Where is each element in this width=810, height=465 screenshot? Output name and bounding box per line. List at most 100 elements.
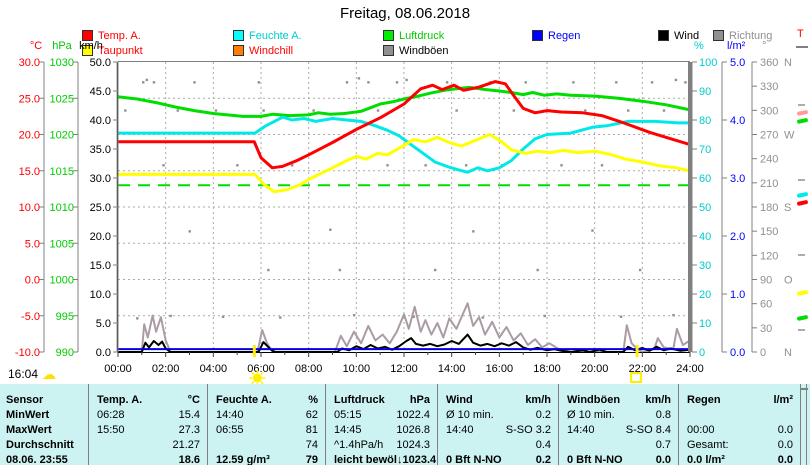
table-column-separator: [558, 384, 559, 465]
table-cell-temp-a--avg: 21.27: [88, 438, 207, 453]
page-title: Freitag, 08.06.2018: [339, 5, 471, 22]
cell-text: 00:00: [687, 424, 715, 436]
legend-swatch: [383, 30, 394, 41]
legend-swatch: [713, 30, 724, 41]
table-row-label: MinWert: [6, 409, 50, 421]
table-column-separator: [88, 384, 89, 465]
direction-dot: [145, 78, 148, 82]
direction-dot: [600, 164, 604, 167]
cell-value: 0.0: [655, 454, 671, 465]
direction-dot: [279, 316, 282, 319]
table-cell-feuchte-a--max: 06:55 81: [207, 423, 325, 438]
trend-marker: [797, 192, 808, 198]
table-column-separator: [806, 384, 807, 465]
table-cell-luftdruck-min: 05:15 1022.4: [325, 408, 437, 423]
cell-value: km/h: [525, 394, 551, 406]
table-cell-wind-last: 0 Bft N-NO 0.2: [437, 453, 558, 465]
table-cell-windb-en-avg: 0.7: [558, 438, 678, 453]
legend-swatch: [82, 30, 93, 41]
axis-tick-label: 300: [760, 105, 778, 117]
legend-swatch: [383, 45, 394, 56]
direction-dot: [176, 109, 179, 112]
axis-tick-label: 100: [699, 57, 717, 69]
axis-tick-label: 270: [760, 130, 778, 142]
series-taupunkt: [118, 133, 691, 194]
cell-text: Temp. A.: [97, 394, 143, 406]
legend-item-luftdruck: Luftdruck: [383, 30, 444, 42]
direction-dot: [169, 314, 172, 318]
axis-tick-label: 990: [56, 347, 74, 359]
cell-value: 1024.3: [396, 439, 430, 451]
direction-dot: [662, 109, 666, 112]
axis-tick-label: 18:00: [533, 363, 561, 375]
cell-text: leicht bewöl↓: [334, 454, 403, 465]
axis-tick-label: 20:00: [581, 363, 609, 375]
table-cell-feuchte-a--avg: 74: [207, 438, 325, 453]
legend-item-temp-a-: Temp. A.: [82, 29, 141, 42]
legend-label: Windböen: [399, 44, 449, 57]
axis-tick-label: 90: [699, 86, 711, 98]
table-stub-dash: [801, 388, 808, 390]
direction-dot: [152, 81, 156, 84]
direction-dot: [560, 164, 563, 167]
direction-dot: [193, 81, 196, 84]
direction-dot: [650, 81, 654, 84]
axis-tick-label: 10: [699, 318, 711, 330]
cell-text: 06:55: [216, 424, 244, 436]
cell-value: hPa: [409, 394, 430, 406]
cell-text: Gesamt:: [687, 439, 729, 451]
legend-swatch: [658, 30, 669, 41]
legend-label: Temp. A.: [98, 29, 141, 42]
cell-value: km/h: [645, 394, 671, 406]
direction-dot: [290, 164, 294, 167]
trend-marker: [797, 110, 808, 116]
legend-label: Regen: [548, 29, 581, 42]
direction-dot: [352, 313, 356, 317]
direction-dot: [338, 268, 342, 272]
axis-tick-label: 180: [760, 202, 778, 214]
cell-value: S-SO 3.2: [505, 424, 551, 436]
axis-tick-label: 45.0: [90, 86, 111, 98]
table-column-separator: [437, 384, 438, 465]
axis-tick-label: 1010: [50, 202, 74, 214]
direction-dot: [627, 109, 630, 112]
cell-text: Windböen: [567, 394, 621, 406]
legend-label: Wind: [674, 29, 700, 42]
axis-tick-label: 20.0: [90, 231, 111, 243]
table-cell-windb-en-max: 14:40 S-SO 8.4: [558, 423, 678, 438]
axis-tick-label: 995: [56, 311, 74, 323]
table-column-separator: [207, 384, 208, 465]
daylight-duration: 16:04 ☁: [8, 367, 56, 381]
series-feuchte-a-: [118, 115, 690, 174]
cell-value: 62: [305, 409, 318, 421]
axis-tick-label: 40.0: [90, 115, 111, 127]
axis-tick-label: 2.0: [730, 231, 745, 243]
axis-tick-label: N: [784, 347, 792, 359]
cell-text: Wind: [446, 394, 473, 406]
table-row-min: MinWert 06:28 15.4 14:40 62 05:15 1022.4 Ø 10 m…: [0, 408, 810, 423]
axis-tick-label: 210: [760, 178, 778, 190]
direction-dot: [464, 164, 468, 167]
table-cell-regen-avg: Gesamt: 0.0: [678, 438, 800, 453]
axis-tick-label: 70: [699, 144, 711, 156]
legend-item-regen: Regen: [532, 29, 581, 42]
cell-text: Regen: [687, 394, 721, 406]
axis-tick-label: 12:00: [390, 363, 418, 375]
weather-chart: 30.025.020.015.010.05.00.0-5.0-10.010301…: [15, 46, 808, 386]
sunset-square-icon: [630, 372, 643, 383]
direction-dot: [142, 81, 145, 84]
cell-value: 81: [305, 424, 318, 436]
direction-dot: [345, 81, 349, 84]
axis-tick-label: 20: [699, 289, 711, 301]
axis-tick-label: 06:00: [247, 363, 275, 375]
trend-marker: [797, 290, 808, 296]
axis-tick-label: 1020: [50, 130, 74, 142]
legend-item-taupunkt: Taupunkt: [82, 45, 143, 57]
cell-text: Feuchte A.: [216, 394, 272, 406]
table-row-header: Sensor Temp. A. °C Feuchte A.% Luftdruck hPa W…: [0, 393, 810, 408]
direction-dot: [357, 77, 361, 80]
table-cell-regen-max: 00:00 0.0: [678, 423, 800, 438]
axis-tick-label: 5.0: [730, 57, 745, 69]
axis-tick-label: 0: [760, 347, 766, 359]
direction-dot: [572, 81, 575, 84]
